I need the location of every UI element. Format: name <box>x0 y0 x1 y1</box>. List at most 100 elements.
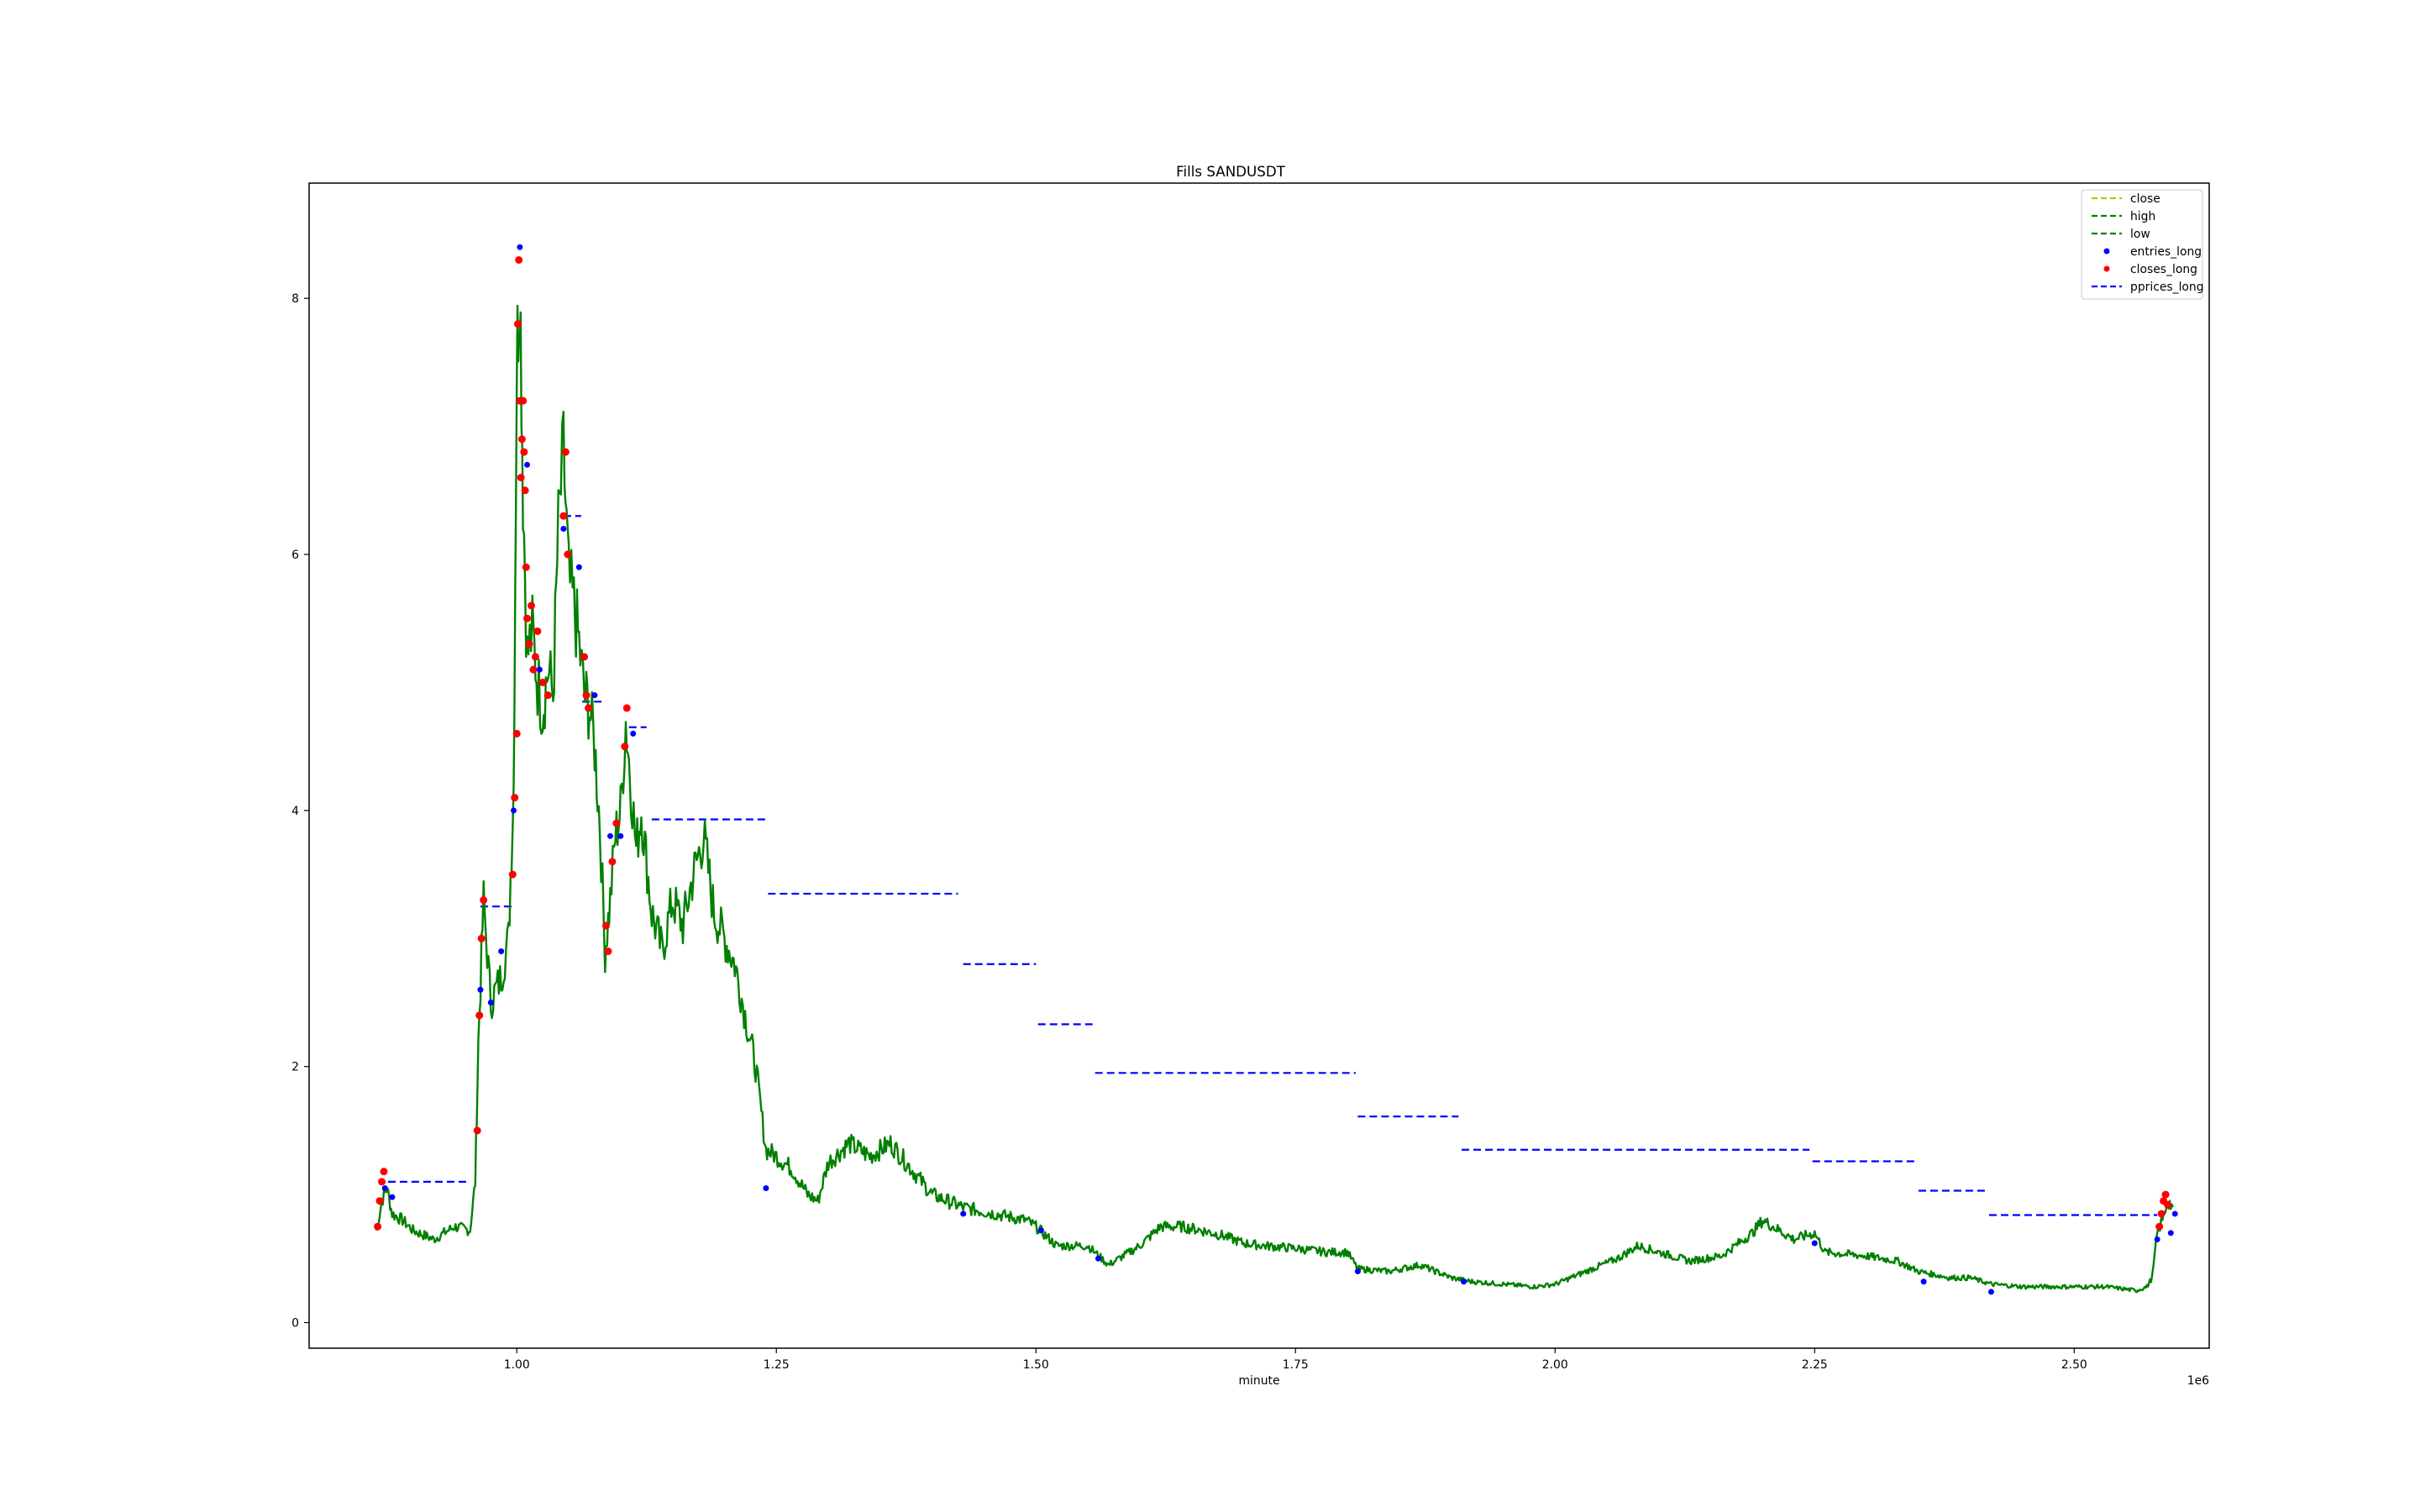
close-long-point <box>522 563 530 571</box>
close-long-point <box>374 1222 382 1231</box>
close-long-point <box>528 601 536 610</box>
entry-long-point <box>560 526 567 533</box>
x-tick-label: 2.00 <box>1542 1358 1568 1372</box>
entry-long-point <box>1987 1289 1994 1295</box>
x-axis: 1.00 1.25 1.50 1.75 2.00 2.25 2.50 <box>504 1348 2087 1372</box>
close-long-point <box>525 640 533 648</box>
close-long-point <box>508 870 517 879</box>
entry-long-point <box>524 461 531 468</box>
x-tick-label: 1.00 <box>504 1358 530 1372</box>
close-long-point <box>612 819 621 827</box>
close-long-point <box>564 550 572 559</box>
close-long-point <box>2164 1200 2172 1209</box>
close-long-point <box>480 896 488 905</box>
close-long-point <box>517 474 525 482</box>
legend-label: close <box>2130 192 2160 206</box>
legend-label: closes_long <box>2130 263 2197 276</box>
close-long-point <box>523 614 532 622</box>
close-long-point <box>512 729 521 738</box>
close-long-point <box>513 320 522 328</box>
x-tick-label: 2.25 <box>1802 1358 1828 1372</box>
close-long-point <box>521 486 529 495</box>
close-long-point <box>582 691 591 700</box>
entry-long-point <box>517 244 523 250</box>
legend-label: entries_long <box>2130 245 2202 259</box>
entry-long-point <box>2154 1236 2160 1242</box>
price-series <box>375 304 2174 1294</box>
legend-label: low <box>2130 228 2150 241</box>
close-long-point <box>520 448 528 456</box>
entry-long-point <box>511 807 517 814</box>
entry-long-point <box>389 1194 396 1200</box>
close-long-point <box>602 921 611 930</box>
entry-long-point <box>1920 1278 1927 1285</box>
close-long-point <box>538 678 547 686</box>
entry-long-point <box>1811 1240 1818 1247</box>
entry-long-point <box>2171 1210 2178 1217</box>
x-axis-offset-label: 1e6 <box>2187 1374 2209 1388</box>
close-long-point <box>608 858 617 866</box>
entry-long-point <box>1354 1268 1361 1275</box>
close-long-point <box>543 691 552 700</box>
y-tick-label: 2 <box>291 1061 299 1074</box>
chart-title: Fills SANDUSDT <box>1176 163 1286 180</box>
entry-long-point <box>487 999 494 1005</box>
close-long-point <box>585 704 593 712</box>
closes-long-series <box>374 255 2172 1231</box>
legend-box <box>2081 189 2203 300</box>
close-long-point <box>604 948 612 956</box>
legend: close high low entries_long closes_longppric… <box>2081 189 2204 300</box>
close-long-point <box>378 1178 386 1186</box>
legend-label: pprices_long <box>2130 281 2204 294</box>
entry-long-point <box>477 986 484 993</box>
y-tick-label: 4 <box>291 805 299 818</box>
close-long-point <box>517 435 526 444</box>
close-long-point <box>559 512 568 520</box>
pprices-long-series <box>387 515 2158 1216</box>
legend-label: high <box>2130 210 2155 223</box>
close-long-point <box>511 794 519 802</box>
y-tick-label: 8 <box>291 292 299 306</box>
x-tick-label: 1.50 <box>1023 1358 1049 1372</box>
close-long-point <box>561 448 570 456</box>
entry-long-point <box>617 832 624 839</box>
entry-long-point <box>606 832 613 839</box>
plot-frame <box>308 182 2210 1349</box>
close-long-point <box>533 627 542 635</box>
close-long-point <box>2161 1190 2170 1199</box>
entry-long-point <box>575 564 582 570</box>
entry-long-point <box>1095 1255 1101 1262</box>
x-tick-label: 1.75 <box>1283 1358 1309 1372</box>
close-long-point <box>475 1011 484 1020</box>
entry-long-point <box>536 666 543 673</box>
close-long-point <box>515 255 523 264</box>
y-tick-label: 6 <box>291 549 299 562</box>
y-tick-label: 0 <box>291 1317 299 1331</box>
plot-area <box>308 182 2210 1349</box>
entry-long-point <box>1037 1227 1044 1234</box>
entry-long-point <box>763 1184 769 1191</box>
close-long-point <box>2155 1222 2164 1231</box>
close-long-point <box>519 396 528 405</box>
entry-long-point <box>960 1210 967 1217</box>
entry-long-point <box>591 692 598 699</box>
entry-long-point <box>498 948 505 955</box>
close-long-point <box>622 704 631 712</box>
y-axis: 0 2 4 6 8 <box>291 292 309 1331</box>
entry-long-point <box>381 1184 388 1191</box>
close-long-point <box>621 743 629 751</box>
x-axis-label: minute <box>1239 1374 1280 1388</box>
close-long-point <box>473 1126 481 1135</box>
price-line <box>375 304 2174 1294</box>
entry-long-point <box>2167 1230 2174 1236</box>
close-long-point <box>375 1197 384 1205</box>
close-long-point <box>477 934 486 942</box>
x-tick-label: 1.25 <box>764 1358 790 1372</box>
close-long-point <box>529 665 538 674</box>
entry-long-point <box>630 730 637 737</box>
close-long-point <box>580 653 589 661</box>
legend-marker <box>2103 248 2110 255</box>
legend-marker <box>2103 265 2110 272</box>
entries-long-series <box>381 244 2178 1295</box>
